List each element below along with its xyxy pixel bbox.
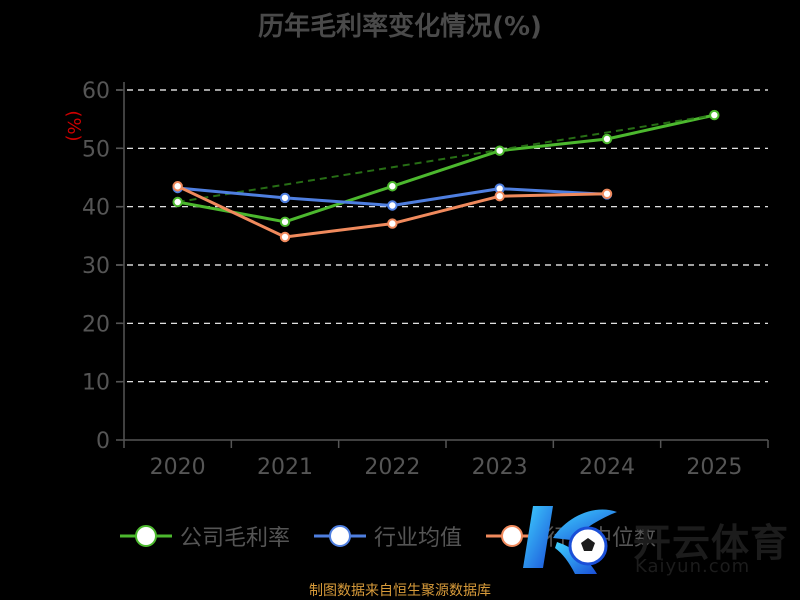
data-point — [279, 216, 291, 228]
legend-swatch — [120, 525, 172, 547]
y-tick-label: 40 — [82, 196, 110, 221]
watermark-cn: 开云体育 — [633, 521, 790, 565]
data-point — [172, 196, 183, 208]
legend-label: 公司毛利率 — [180, 526, 291, 551]
y-tick-label: 10 — [82, 371, 110, 396]
grid-lines — [116, 89, 768, 383]
x-tick-label: 2024 — [579, 455, 635, 480]
legend-label: 行业均值 — [374, 526, 463, 551]
x-tick-label: 2025 — [686, 455, 742, 480]
y-axis-label: (%) — [63, 110, 84, 141]
y-tick-label: 50 — [82, 137, 110, 162]
trend-line — [177, 114, 715, 203]
series-group — [172, 109, 720, 243]
chart-title: 历年毛利率变化情况(%) — [258, 12, 542, 42]
y-tick-label: 0 — [96, 429, 110, 454]
kaiyun-logo-icon — [523, 506, 617, 574]
data-point — [279, 231, 291, 243]
x-tick-label: 2023 — [472, 455, 528, 480]
data-point — [387, 218, 398, 229]
axes: 0 10 20 30 40 50 60 2020 2021 2022 2023 2024 2025 (%) — [63, 79, 769, 480]
data-point — [279, 192, 291, 204]
x-tick-label: 2022 — [364, 455, 420, 480]
y-tick-label: 60 — [82, 79, 110, 104]
series-line — [177, 113, 715, 224]
legend-item[interactable]: 公司毛利率 — [120, 520, 290, 552]
data-point — [709, 109, 720, 121]
x-tick-label: 2020 — [150, 455, 206, 480]
x-tick-label: 2021 — [257, 455, 313, 480]
data-point — [172, 181, 183, 192]
legend-item[interactable]: 行业均值 — [314, 520, 462, 552]
y-tick-label: 20 — [82, 312, 110, 337]
data-point — [387, 200, 398, 211]
y-tick-label: 30 — [82, 254, 110, 279]
data-point — [601, 188, 613, 200]
watermark-en: Kaiyun.com — [635, 556, 751, 577]
data-point — [494, 145, 505, 156]
data-point — [387, 181, 398, 192]
legend-swatch — [314, 525, 367, 547]
source-note: 制图数据来自恒生聚源数据库 — [309, 583, 491, 599]
data-point — [494, 190, 505, 202]
data-point — [601, 133, 613, 145]
kaiyun-watermark-logo: 开云体育 Kaiyun.com — [505, 498, 795, 580]
